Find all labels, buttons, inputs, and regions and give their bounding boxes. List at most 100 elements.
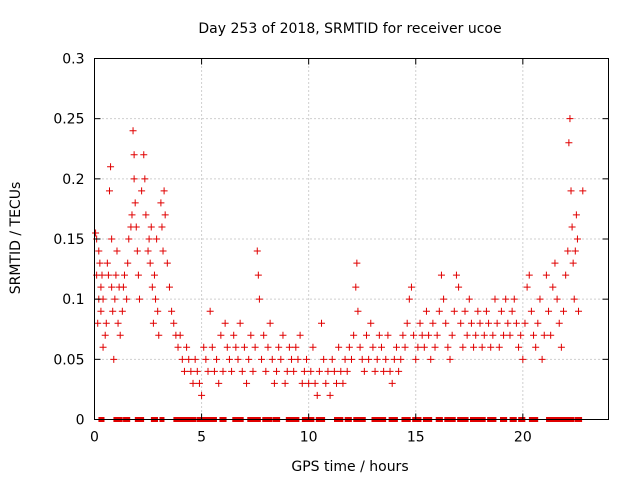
- data-point: [365, 355, 373, 363]
- data-point: [410, 331, 418, 339]
- data-point: [399, 331, 407, 339]
- data-point: [298, 379, 306, 387]
- data-point: [118, 307, 126, 315]
- data-point: [480, 331, 488, 339]
- data-point: [472, 331, 480, 339]
- data-point: [448, 331, 456, 339]
- data-point: [260, 331, 268, 339]
- data-point: [187, 367, 195, 375]
- data-point: [493, 319, 501, 327]
- data-point: [180, 367, 188, 375]
- data-point: [575, 307, 583, 315]
- data-point: [134, 271, 142, 279]
- data-point: [425, 331, 433, 339]
- data-point: [373, 355, 381, 363]
- data-point: [130, 175, 138, 183]
- data-point: [99, 343, 107, 351]
- x-axis-ticks: 0 5 10 15 20: [90, 58, 532, 446]
- data-point: [555, 319, 563, 327]
- y-tick-label: 0.2: [62, 172, 84, 188]
- data-point: [465, 295, 473, 303]
- data-point: [140, 151, 148, 159]
- data-point: [567, 187, 575, 195]
- data-point: [422, 307, 430, 315]
- data-point: [485, 319, 493, 327]
- data-point: [225, 355, 233, 363]
- data-point: [268, 355, 276, 363]
- y-tick-label: 0.1: [62, 292, 84, 308]
- data-point: [157, 199, 165, 207]
- data-point: [223, 343, 231, 351]
- data-point: [103, 259, 111, 267]
- data-point: [446, 355, 454, 363]
- data-point: [152, 295, 160, 303]
- data-point: [155, 331, 163, 339]
- data-point: [330, 367, 338, 375]
- data-point: [369, 343, 377, 351]
- y-tick-label: 0.15: [53, 232, 84, 248]
- data-point: [435, 307, 443, 315]
- data-point: [210, 367, 218, 375]
- data-point: [538, 355, 546, 363]
- data-point: [132, 223, 140, 231]
- data-point: [386, 367, 394, 375]
- data-point: [251, 343, 259, 351]
- data-point: [512, 319, 520, 327]
- data-point: [279, 331, 287, 339]
- data-point: [525, 271, 533, 279]
- data-point: [232, 343, 240, 351]
- data-point: [337, 367, 345, 375]
- data-point: [362, 331, 370, 339]
- data-point: [240, 343, 248, 351]
- data-point: [551, 259, 559, 267]
- data-point: [367, 319, 375, 327]
- data-point: [418, 331, 426, 339]
- data-point: [407, 283, 415, 291]
- x-tick-label: 0: [90, 430, 99, 446]
- data-point: [377, 343, 385, 351]
- data-point: [92, 229, 100, 237]
- data-point: [476, 319, 484, 327]
- data-point: [178, 355, 186, 363]
- data-point: [397, 355, 405, 363]
- data-point: [125, 235, 133, 243]
- data-point: [510, 295, 518, 303]
- data-point: [165, 283, 173, 291]
- data-point: [254, 271, 262, 279]
- data-point: [545, 307, 553, 315]
- data-point: [540, 331, 548, 339]
- data-point: [243, 379, 251, 387]
- data-point: [124, 259, 132, 267]
- data-point: [463, 331, 471, 339]
- data-point: [255, 295, 263, 303]
- data-point: [191, 355, 199, 363]
- data-point: [141, 175, 149, 183]
- data-point: [96, 259, 104, 267]
- data-point: [553, 295, 561, 303]
- data-point: [204, 367, 212, 375]
- data-point: [530, 331, 538, 339]
- data-point: [549, 283, 557, 291]
- x-tick-label: 15: [407, 430, 425, 446]
- data-point: [99, 295, 107, 303]
- data-point: [281, 379, 289, 387]
- data-point: [283, 367, 291, 375]
- data-point: [160, 187, 168, 195]
- data-point: [532, 343, 540, 351]
- data-point: [495, 343, 503, 351]
- data-point: [174, 343, 182, 351]
- data-point: [502, 295, 510, 303]
- data-point: [420, 343, 428, 351]
- data-point: [427, 355, 435, 363]
- data-point: [135, 295, 143, 303]
- data-point: [109, 307, 117, 315]
- data-point: [95, 247, 103, 255]
- data-point: [138, 187, 146, 195]
- y-tick-label: 0.3: [62, 52, 84, 68]
- data-point: [111, 295, 119, 303]
- data-point: [296, 331, 304, 339]
- data-point: [515, 343, 523, 351]
- data-point: [163, 259, 171, 267]
- data-point: [202, 355, 210, 363]
- data-point: [322, 379, 330, 387]
